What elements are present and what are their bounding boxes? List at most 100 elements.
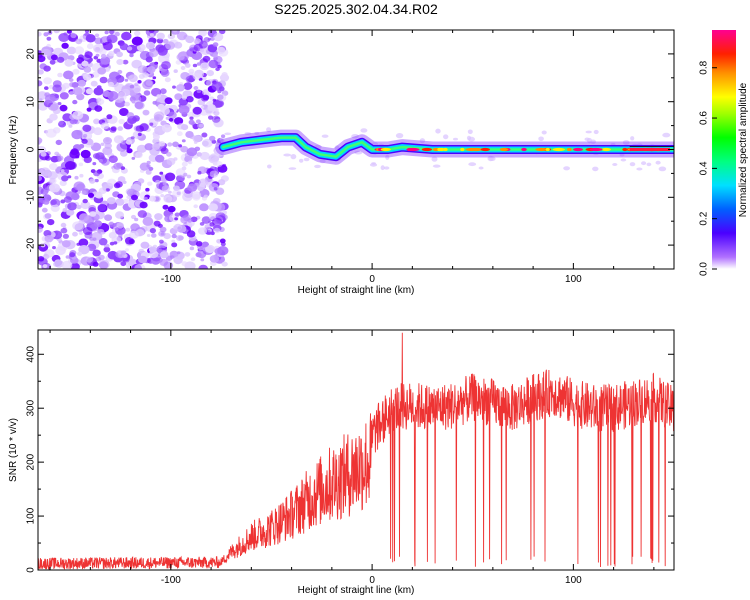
noise-blob: [69, 252, 76, 258]
noise-blob: [145, 213, 152, 218]
noise-blob: [168, 111, 177, 119]
noise-blob: [126, 46, 133, 51]
noise-blob: [177, 226, 182, 230]
noise-blob: [630, 136, 635, 141]
noise-blob: [93, 170, 101, 177]
noise-blob: [129, 84, 135, 89]
noise-blob: [49, 59, 56, 65]
noise-blob: [107, 250, 118, 260]
noise-blob: [148, 246, 157, 253]
noise-blob: [212, 42, 219, 47]
noise-blob: [174, 117, 184, 125]
noise-blob: [129, 96, 136, 102]
noise-blob: [138, 248, 145, 254]
noise-blob: [78, 245, 90, 255]
noise-blob: [85, 34, 96, 43]
noise-blob: [162, 204, 169, 210]
noise-blob: [103, 246, 111, 253]
noise-blob: [82, 73, 92, 81]
noise-blob: [53, 30, 60, 34]
noise-blob: [208, 183, 219, 192]
noise-blob: [165, 116, 170, 120]
x-tick-label: 100: [565, 575, 582, 586]
noise-blob: [108, 30, 116, 35]
noise-blob: [585, 130, 592, 134]
x-tick-label: 100: [565, 274, 582, 285]
noise-blob: [646, 162, 652, 167]
noise-blob: [487, 155, 494, 162]
noise-blob: [124, 237, 134, 245]
noise-blob: [193, 86, 199, 90]
noise-blob: [213, 227, 221, 234]
noise-blob: [201, 196, 208, 201]
noise-blob: [44, 92, 51, 98]
noise-blob: [195, 119, 201, 124]
noise-blob: [49, 113, 58, 121]
noise-blob: [185, 35, 195, 44]
noise-blob: [71, 129, 83, 140]
spectrogram-xlabel: Height of straight line (km): [298, 285, 415, 296]
noise-blob: [164, 172, 176, 182]
noise-blob: [181, 261, 188, 267]
noise-blob: [49, 163, 58, 171]
noise-blob: [50, 54, 58, 61]
colorbar-tick-label: 0.0: [699, 262, 710, 276]
track-hotspot: [601, 147, 611, 152]
noise-blob: [435, 128, 441, 134]
noise-blob: [158, 141, 166, 147]
noise-blob: [41, 48, 51, 58]
noise-blob: [96, 97, 102, 103]
noise-blob: [123, 198, 129, 204]
noise-blob: [78, 162, 84, 167]
noise-blob: [192, 72, 201, 80]
y-tick-label: -10: [26, 190, 37, 205]
x-tick-label: -100: [161, 575, 181, 586]
noise-blob: [70, 262, 80, 269]
noise-blob: [70, 32, 77, 39]
noise-blob: [56, 56, 65, 63]
noise-blob: [201, 76, 207, 81]
noise-blob: [178, 144, 183, 148]
snr-ylabel: SNR (10 * v/v): [8, 418, 19, 482]
noise-blob: [75, 38, 83, 45]
noise-blob: [209, 170, 219, 178]
y-tick-label: 100: [26, 507, 37, 524]
noise-blob: [149, 195, 156, 202]
noise-blob: [109, 241, 115, 246]
noise-blob: [137, 65, 148, 74]
noise-blob: [50, 199, 57, 205]
noise-blob: [213, 32, 224, 42]
noise-blob: [199, 151, 210, 161]
noise-blob: [443, 134, 449, 140]
noise-blob: [221, 134, 226, 138]
noise-blob: [99, 76, 108, 84]
track-hotspot: [589, 147, 603, 152]
noise-blob: [93, 87, 104, 96]
noise-blob: [121, 140, 127, 145]
noise-blob: [152, 134, 160, 140]
y-tick-label: 20: [26, 48, 37, 60]
noise-blob: [78, 238, 89, 247]
noise-blob: [593, 129, 599, 135]
noise-blob: [92, 249, 101, 257]
noise-blob: [215, 67, 220, 72]
noise-blob: [120, 250, 127, 256]
noise-blob: [174, 217, 179, 221]
noise-blob: [151, 143, 160, 151]
noise-blob: [432, 164, 441, 168]
noise-blob: [95, 53, 100, 57]
noise-blob: [86, 107, 92, 112]
noise-blob: [161, 124, 172, 133]
spectrogram-signal-track: [215, 129, 674, 165]
noise-blob: [612, 163, 618, 166]
noise-blob: [174, 93, 183, 101]
noise-blob: [61, 42, 69, 49]
noise-blob: [72, 231, 78, 237]
noise-blob: [50, 103, 59, 111]
noise-blob: [360, 128, 368, 133]
noise-blob: [117, 69, 123, 74]
noise-blob: [192, 106, 202, 115]
noise-blob: [146, 234, 151, 237]
noise-blob: [84, 30, 90, 34]
noise-blob: [592, 166, 599, 172]
